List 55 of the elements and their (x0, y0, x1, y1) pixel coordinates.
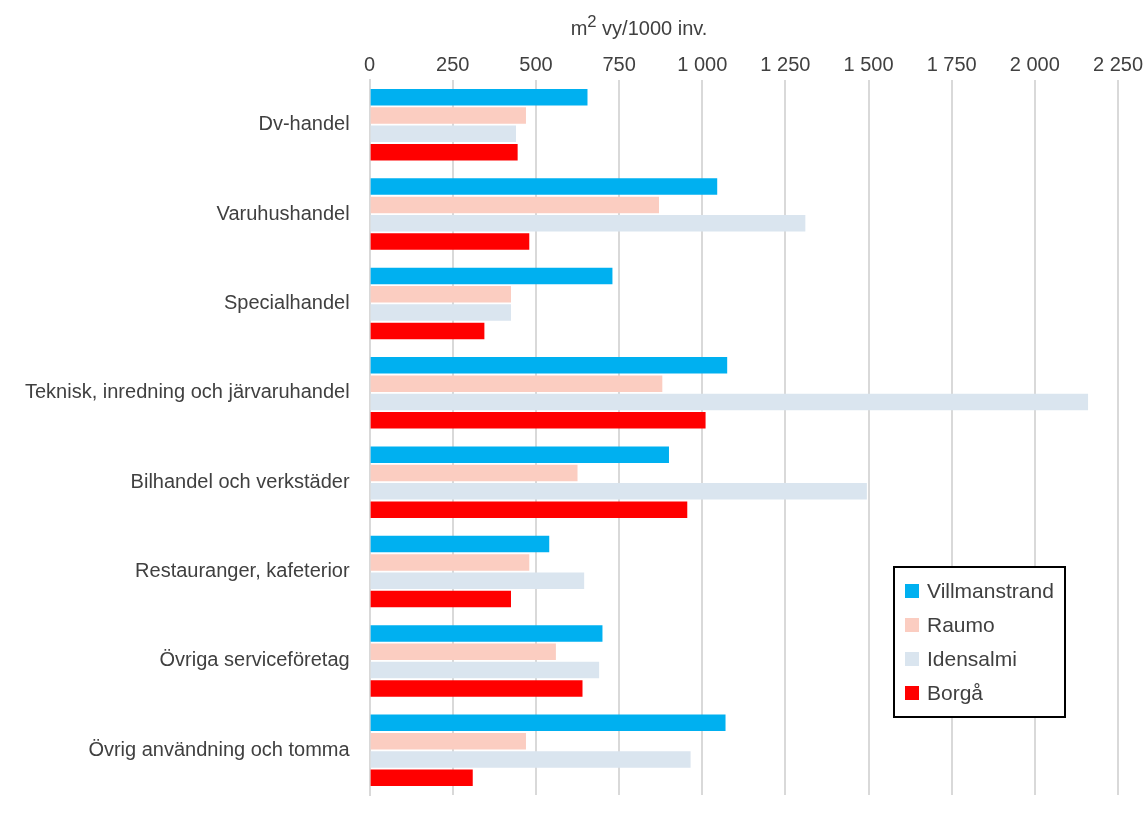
bar (370, 572, 585, 589)
bar (370, 322, 485, 340)
bar (370, 375, 663, 392)
bar (370, 446, 669, 463)
bar (370, 178, 718, 195)
legend-label: Borgå (927, 681, 984, 705)
x-tick-label: 1 750 (926, 52, 977, 75)
bar (370, 535, 550, 553)
bar (370, 107, 526, 124)
bar (370, 769, 473, 787)
bar (370, 393, 1089, 411)
bar (370, 286, 511, 303)
x-tick-label: 2 000 (1009, 52, 1060, 75)
bar (370, 196, 660, 214)
bar (370, 732, 526, 750)
bar (370, 661, 600, 679)
x-tick-label: 750 (602, 52, 636, 75)
x-tick-label: 0 (364, 52, 376, 75)
bar (370, 88, 588, 106)
y-tick-label: Restauranger, kafeterior (135, 559, 350, 582)
bar (370, 412, 706, 429)
bar (370, 501, 688, 518)
x-tick-label: 500 (519, 52, 553, 75)
x-tick-label: 1 000 (677, 52, 728, 75)
legend-label: Villmanstrand (927, 579, 1054, 603)
legend-label: Raumo (927, 613, 995, 637)
bar (370, 304, 511, 321)
bar (370, 554, 530, 571)
bar (370, 233, 530, 250)
y-tick-label: Övrig användning och tomma (88, 737, 351, 760)
bar (370, 590, 511, 608)
bar (370, 643, 556, 661)
bar (370, 464, 578, 482)
y-tick-label: Varuhushandel (216, 201, 350, 224)
x-tick-label: 2 250 (1092, 52, 1144, 75)
x-tick-label: 250 (436, 52, 470, 75)
bar (370, 714, 726, 732)
bar (370, 125, 516, 143)
bar (370, 751, 691, 768)
bar (370, 680, 583, 697)
x-tick-label: 1 500 (843, 52, 894, 75)
bar (370, 483, 867, 500)
bar (370, 625, 603, 642)
y-tick-label: Specialhandel (223, 290, 350, 313)
y-tick-label: Bilhandel och verkstäder (130, 469, 350, 492)
y-tick-label: Övriga serviceföretag (159, 648, 350, 671)
x-axis-title: m$^{2}$ vy/1000 inv. (569, 12, 709, 40)
y-tick-label: Teknisk, inredning och järvaruhandel (25, 380, 350, 403)
x-tick-label: 1 250 (760, 52, 811, 75)
bar (370, 214, 806, 232)
legend-label: Idensalmi (927, 647, 1017, 671)
bar (370, 357, 728, 374)
y-tick-label: Dv-handel (258, 112, 350, 135)
bar (370, 267, 613, 285)
bar (370, 143, 518, 161)
